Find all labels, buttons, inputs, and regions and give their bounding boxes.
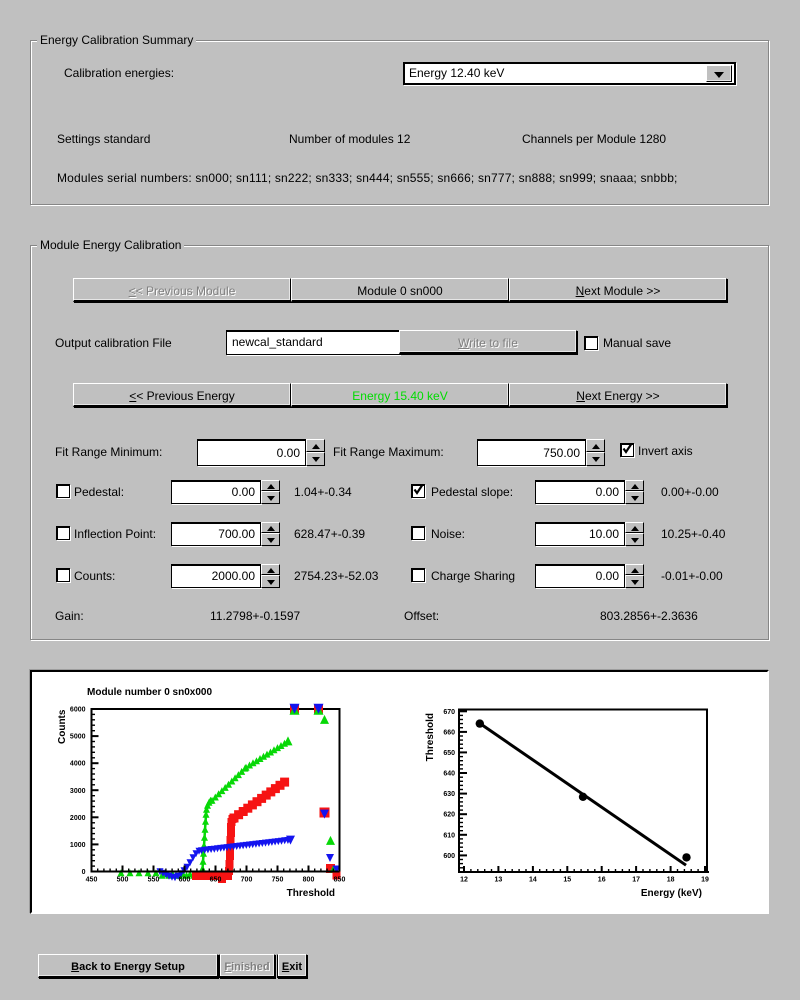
svg-text:Energy (keV): Energy (keV) <box>641 888 702 899</box>
svg-text:660: 660 <box>443 729 455 736</box>
svg-text:3000: 3000 <box>70 788 86 795</box>
svg-text:2000: 2000 <box>70 815 86 822</box>
svg-text:14: 14 <box>529 877 537 884</box>
svg-text:4000: 4000 <box>70 761 86 768</box>
svg-text:650: 650 <box>210 877 222 884</box>
svg-text:600: 600 <box>179 877 191 884</box>
svg-text:800: 800 <box>303 877 315 884</box>
svg-text:18: 18 <box>667 877 675 884</box>
svg-text:19: 19 <box>701 877 709 884</box>
svg-text:Module number 0 sn0x000: Module number 0 sn0x000 <box>87 687 212 698</box>
svg-text:450: 450 <box>86 877 98 884</box>
svg-text:12: 12 <box>460 877 468 884</box>
svg-text:750: 750 <box>272 877 284 884</box>
svg-text:6000: 6000 <box>70 707 86 714</box>
svg-text:600: 600 <box>443 853 455 860</box>
svg-text:13: 13 <box>495 877 503 884</box>
svg-text:630: 630 <box>443 791 455 798</box>
svg-text:850: 850 <box>334 877 346 884</box>
svg-text:620: 620 <box>443 812 455 819</box>
svg-text:17: 17 <box>632 877 640 884</box>
svg-text:650: 650 <box>443 750 455 757</box>
svg-text:15: 15 <box>563 877 571 884</box>
svg-text:0: 0 <box>82 869 86 876</box>
svg-text:Counts: Counts <box>57 709 68 744</box>
svg-text:640: 640 <box>443 771 455 778</box>
svg-text:550: 550 <box>148 877 160 884</box>
svg-text:670: 670 <box>443 709 455 716</box>
svg-text:Threshold: Threshold <box>287 888 335 899</box>
svg-text:610: 610 <box>443 832 455 839</box>
svg-text:16: 16 <box>598 877 606 884</box>
svg-text:5000: 5000 <box>70 734 86 741</box>
svg-text:700: 700 <box>241 877 253 884</box>
svg-text:1000: 1000 <box>70 842 86 849</box>
svg-text:500: 500 <box>117 877 129 884</box>
svg-text:Threshold: Threshold <box>425 713 436 761</box>
